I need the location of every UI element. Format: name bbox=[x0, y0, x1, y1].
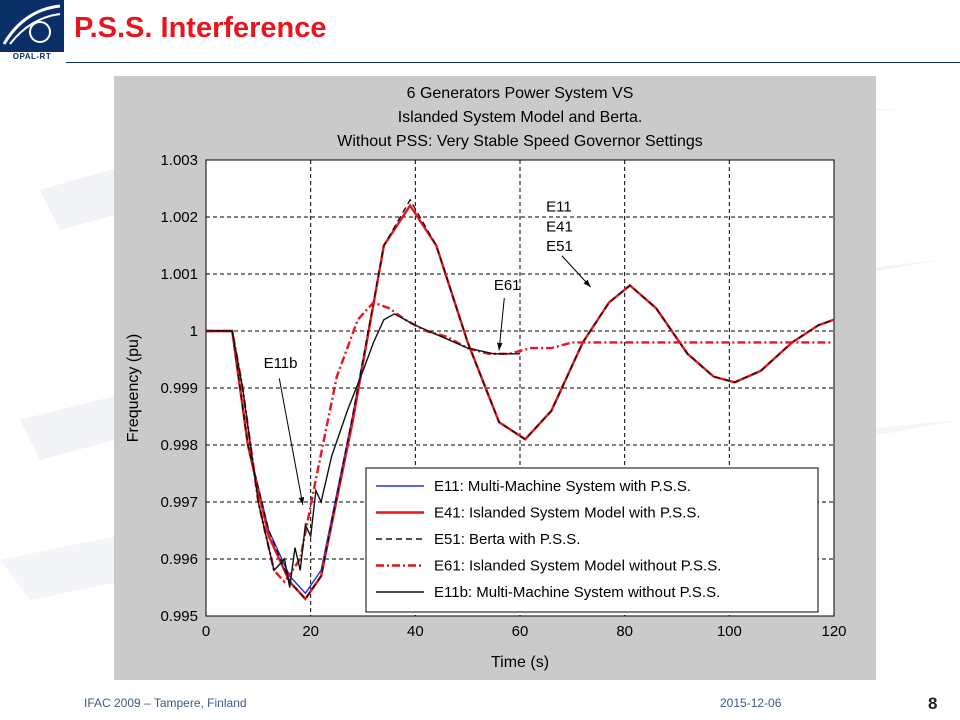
y-tick-label: 0.996 bbox=[160, 551, 198, 568]
legend-entry: E51: Berta with P.S.S. bbox=[434, 531, 580, 548]
y-tick-label: 0.997 bbox=[160, 494, 198, 511]
y-tick-label: 1.001 bbox=[160, 266, 198, 283]
page-number: 8 bbox=[928, 694, 938, 713]
legend-entry: E11b: Multi-Machine System without P.S.S… bbox=[434, 584, 720, 601]
series-line-3 bbox=[206, 198, 835, 601]
annotation-label: E11b bbox=[264, 355, 298, 372]
chart-title-line: Islanded System Model and Berta. bbox=[398, 109, 643, 126]
y-tick-label: 0.998 bbox=[160, 437, 198, 454]
arrowhead-icon bbox=[497, 342, 503, 351]
annotation-label: E61 bbox=[494, 277, 521, 294]
annotation-arrow bbox=[278, 378, 304, 505]
y-tick-label: 1.002 bbox=[160, 209, 198, 226]
annotation-arrow bbox=[498, 297, 505, 351]
x-axis-label: Time (s) bbox=[491, 654, 549, 671]
footer-date: 2015-12-06 bbox=[720, 696, 782, 710]
y-tick-label: 0.999 bbox=[160, 380, 198, 397]
chart-title-line: Without PSS: Very Stable Speed Governor … bbox=[337, 133, 703, 150]
legend-box bbox=[365, 467, 819, 613]
opal-rt-logo: OPAL-RT bbox=[0, 0, 64, 62]
arrowhead-icon bbox=[583, 279, 591, 288]
title-rule bbox=[66, 62, 960, 63]
y-tick-label: 0.995 bbox=[160, 608, 198, 625]
y-tick-label: 1.003 bbox=[160, 152, 198, 169]
series-line-5 bbox=[206, 313, 520, 588]
x-tick-label: 60 bbox=[512, 623, 529, 640]
annotation-label: E51 bbox=[546, 238, 573, 255]
annotation-label: E11 bbox=[546, 198, 572, 215]
legend-entry: E61: Islanded System Model without P.S.S… bbox=[434, 558, 721, 575]
x-tick-label: 120 bbox=[821, 623, 846, 640]
chart-figure: 6 Generators Power System VS Islanded Sys… bbox=[114, 76, 876, 680]
x-tick-label: 40 bbox=[407, 623, 424, 640]
x-tick-label: 20 bbox=[302, 623, 319, 640]
logo-swoosh-icon bbox=[2, 4, 61, 45]
annotation-label: E41 bbox=[546, 218, 573, 235]
y-axis-label: Frequency (pu) bbox=[125, 334, 142, 443]
x-tick-label: 0 bbox=[202, 623, 210, 640]
legend-entry: E11: Multi-Machine System with P.S.S. bbox=[434, 478, 691, 495]
frequency-chart: 6 Generators Power System VS Islanded Sys… bbox=[114, 76, 876, 680]
slide-title: P.S.S. Interference bbox=[74, 12, 327, 44]
arrowhead-icon bbox=[298, 496, 305, 505]
legend-entry: E41: Islanded System Model with P.S.S. bbox=[434, 505, 701, 522]
logo-text: OPAL-RT bbox=[0, 52, 64, 62]
x-tick-label: 100 bbox=[717, 623, 742, 640]
footer-conference: IFAC 2009 – Tampere, Finland bbox=[84, 696, 247, 710]
y-tick-label: 1 bbox=[190, 323, 198, 340]
chart-title-line: 6 Generators Power System VS bbox=[407, 85, 634, 102]
x-tick-label: 80 bbox=[616, 623, 633, 640]
